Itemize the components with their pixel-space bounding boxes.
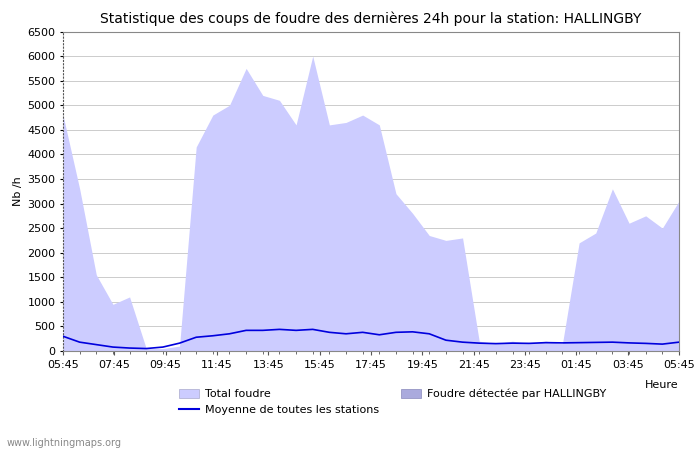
Y-axis label: Nb /h: Nb /h bbox=[13, 176, 23, 206]
Legend: Total foudre, Moyenne de toutes les stations, Foudre détectée par HALLINGBY: Total foudre, Moyenne de toutes les stat… bbox=[179, 388, 606, 415]
Text: www.lightningmaps.org: www.lightningmaps.org bbox=[7, 438, 122, 448]
Title: Statistique des coups de foudre des dernières 24h pour la station: HALLINGBY: Statistique des coups de foudre des dern… bbox=[100, 12, 642, 26]
Text: Heure: Heure bbox=[645, 380, 679, 390]
